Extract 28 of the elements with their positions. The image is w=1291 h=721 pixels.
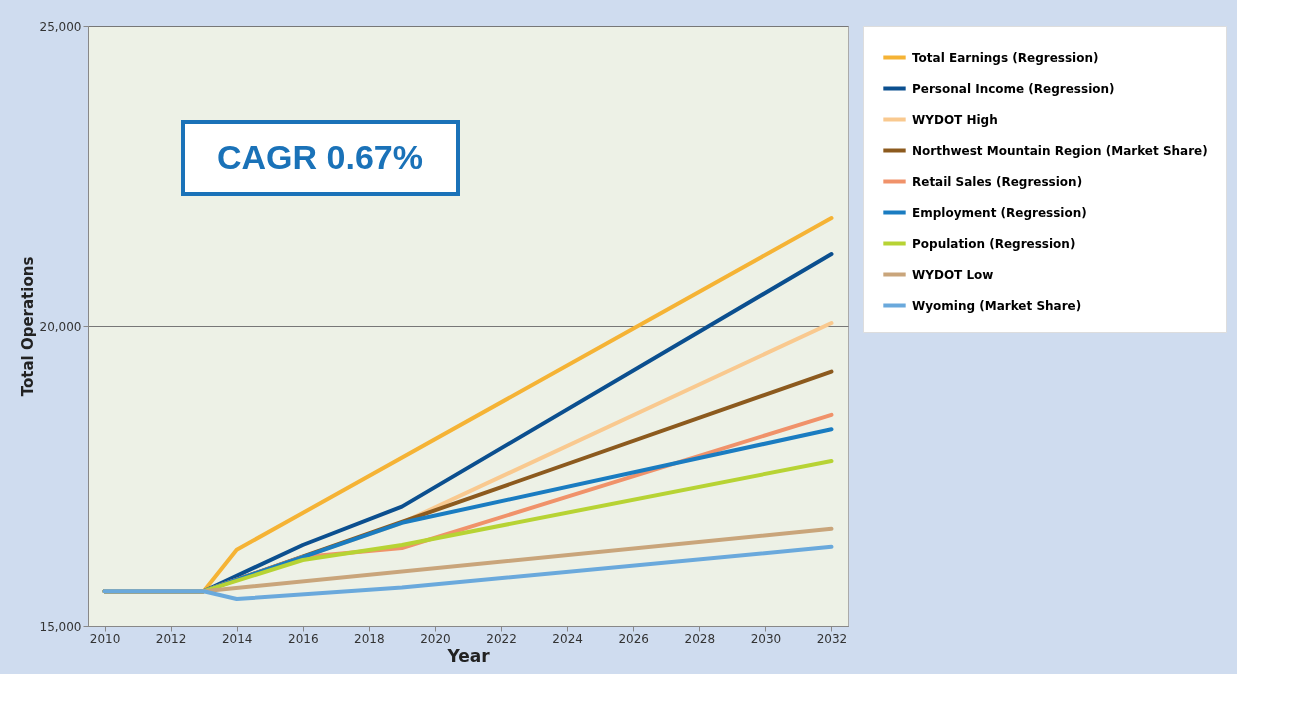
x-tick-label: 2018 xyxy=(354,631,385,646)
line-series xyxy=(102,544,834,601)
x-tick-label: 2028 xyxy=(684,631,716,646)
x-tick-label: 2030 xyxy=(750,631,782,646)
y-tick-label: 25,000 xyxy=(39,19,82,34)
y-tick-label: 20,000 xyxy=(39,319,82,334)
legend-label: Employment (Regression) xyxy=(912,205,1087,220)
x-tick-label: 2022 xyxy=(486,631,517,646)
legend-label: Personal Income (Regression) xyxy=(912,81,1115,96)
y-axis-title: Total Operations xyxy=(18,256,37,397)
y-tick-label: 15,000 xyxy=(39,619,82,634)
x-tick-label: 2020 xyxy=(420,631,451,646)
legend-label: Retail Sales (Regression) xyxy=(912,174,1083,189)
x-tick-label: 2014 xyxy=(221,631,253,646)
x-tick-label: 2032 xyxy=(816,631,848,646)
legend-label: WYDOT High xyxy=(912,112,998,127)
x-tick-label: 2012 xyxy=(155,631,187,646)
legend-label: WYDOT Low xyxy=(912,267,994,282)
x-tick-label: 2026 xyxy=(618,631,649,646)
legend-label: Northwest Mountain Region (Market Share) xyxy=(912,143,1208,158)
legend-label: Total Earnings (Regression) xyxy=(912,50,1099,65)
x-tick-label: 2016 xyxy=(288,631,319,646)
annotation: CAGR 0.67% xyxy=(217,138,423,176)
legend-label: Wyoming (Market Share) xyxy=(912,298,1082,313)
x-tick-label: 2024 xyxy=(552,631,583,646)
x-tick-label: 2010 xyxy=(89,631,121,646)
legend-label: Population (Regression) xyxy=(912,236,1076,251)
x-axis-title: Year xyxy=(446,645,491,666)
